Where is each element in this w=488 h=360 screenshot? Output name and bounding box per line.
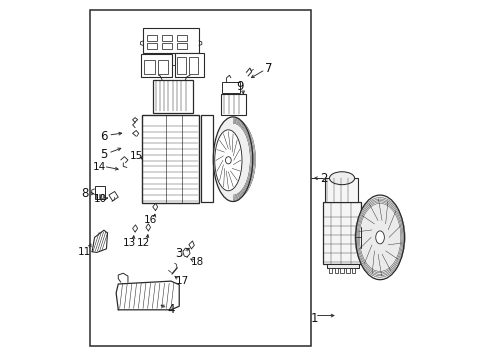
Bar: [177, 57, 185, 74]
Bar: [162, 43, 172, 49]
Ellipse shape: [355, 195, 404, 280]
Bar: [177, 35, 187, 41]
Bar: [144, 60, 155, 74]
Text: 5: 5: [100, 148, 107, 161]
Bar: [142, 116, 199, 203]
Bar: [96, 194, 97, 198]
Text: 18: 18: [190, 257, 203, 267]
Text: 9: 9: [236, 80, 244, 93]
Text: 3: 3: [175, 247, 183, 260]
Text: 8: 8: [81, 187, 88, 200]
Bar: [143, 28, 199, 53]
Text: 2: 2: [319, 172, 326, 185]
Ellipse shape: [214, 130, 242, 191]
Text: 12: 12: [137, 238, 150, 248]
Text: 14: 14: [92, 162, 106, 172]
Ellipse shape: [375, 231, 384, 244]
Ellipse shape: [225, 157, 231, 164]
Bar: [158, 60, 168, 74]
Bar: [162, 35, 172, 41]
Text: 7: 7: [264, 62, 272, 75]
Bar: [201, 115, 213, 202]
Bar: [221, 94, 245, 116]
Bar: [99, 194, 100, 198]
Bar: [141, 54, 171, 77]
Bar: [346, 267, 349, 273]
Bar: [147, 35, 157, 41]
Text: 11: 11: [78, 247, 91, 257]
Bar: [89, 10, 310, 346]
Bar: [147, 43, 157, 49]
Bar: [153, 80, 193, 113]
Text: 15: 15: [129, 150, 142, 161]
Bar: [222, 82, 240, 93]
Bar: [177, 43, 187, 49]
Text: 17: 17: [176, 276, 189, 286]
Text: 1: 1: [310, 311, 318, 325]
Bar: [334, 267, 337, 273]
Bar: [101, 194, 103, 198]
Bar: [325, 178, 357, 202]
Bar: [351, 267, 355, 273]
Bar: [188, 57, 198, 74]
Ellipse shape: [213, 117, 252, 202]
Text: 4: 4: [167, 303, 174, 316]
Ellipse shape: [329, 172, 354, 185]
Bar: [94, 186, 104, 199]
Text: 13: 13: [122, 238, 135, 248]
Bar: [174, 53, 203, 77]
Bar: [340, 267, 343, 273]
Bar: [326, 264, 359, 268]
Bar: [328, 267, 332, 273]
Text: 10: 10: [94, 194, 107, 204]
Text: 16: 16: [143, 215, 157, 225]
Bar: [322, 202, 361, 264]
Text: 6: 6: [100, 130, 107, 143]
